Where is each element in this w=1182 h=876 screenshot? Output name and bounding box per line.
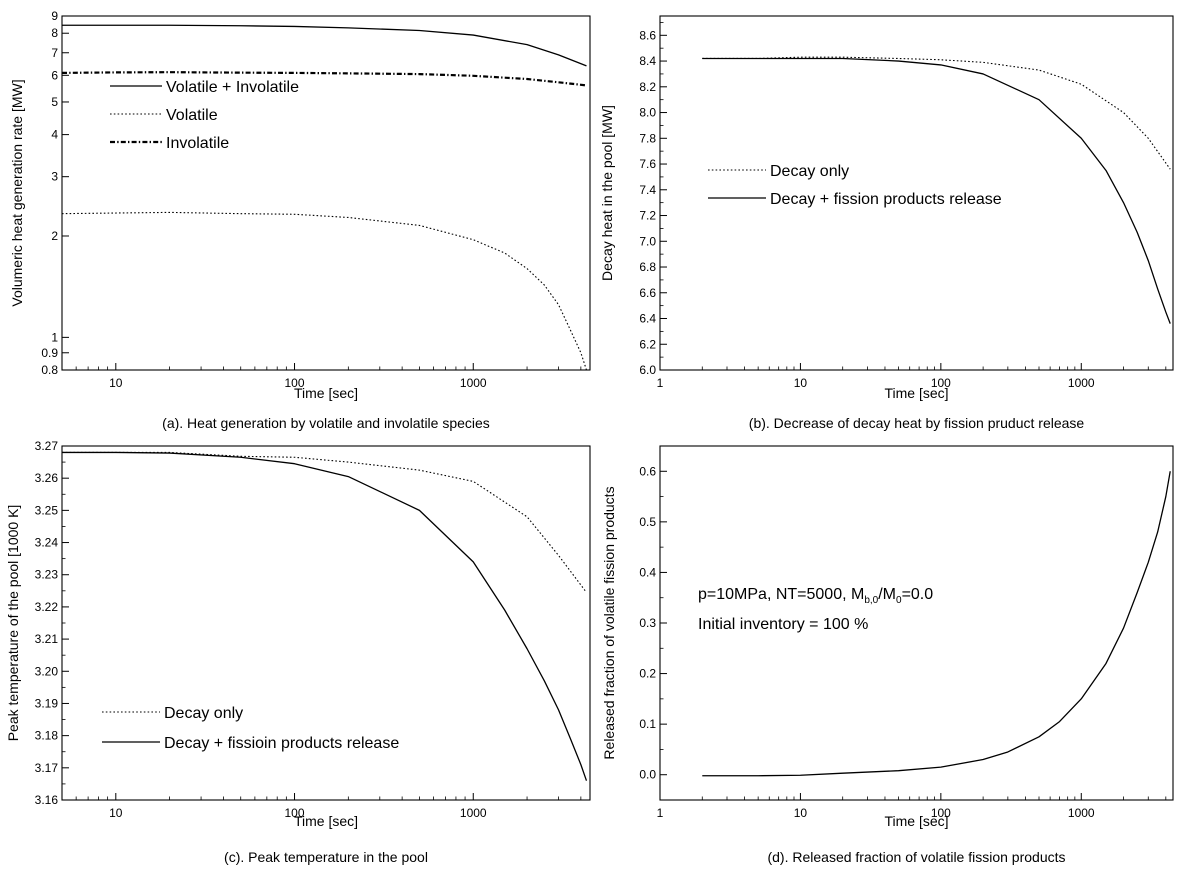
legend: Volatile + Involatile Volatile Involatile xyxy=(110,79,299,152)
x-tick-label: 10 xyxy=(794,806,808,820)
series-line xyxy=(62,451,588,781)
y-tick-label: 8.4 xyxy=(639,54,656,68)
series-line xyxy=(702,471,1171,777)
y-axis-label: Peak temperature of the pool [1000 K] xyxy=(5,505,21,742)
y-tick-label: 8 xyxy=(51,26,58,40)
y-tick-label: 0.2 xyxy=(639,667,656,681)
x-tick-label: 100 xyxy=(285,376,305,390)
annotation-inventory: Initial inventory = 100 % xyxy=(698,616,868,633)
y-tick-label: 6 xyxy=(51,68,58,82)
y-tick-label: 9 xyxy=(51,9,58,23)
y-axis-label: Decay heat in the pool [MW] xyxy=(599,105,615,281)
x-tick-label: 100 xyxy=(931,376,951,390)
y-tick-label: 6.0 xyxy=(639,363,656,377)
legend: Decay only Decay + fission products relea… xyxy=(708,163,1002,208)
y-tick-label: 0.4 xyxy=(639,565,656,579)
y-tick-label: 3.21 xyxy=(35,632,59,646)
y-tick-label: 6.2 xyxy=(639,337,656,351)
legend-label: Decay + fissioin products release xyxy=(164,735,399,752)
y-tick-label: 7.0 xyxy=(639,234,656,248)
legend-label: Decay only xyxy=(164,705,243,722)
x-tick-label: 1000 xyxy=(1068,806,1095,820)
annotation-parameters: p=10MPa, NT=5000, Mb,0/M0=0.0 xyxy=(698,586,933,606)
y-tick-label: 3 xyxy=(51,170,58,184)
series-line xyxy=(62,24,587,67)
x-tick-label: 10 xyxy=(794,376,808,390)
y-tick-label: 3.18 xyxy=(35,729,59,743)
y-tick-label: 7.4 xyxy=(639,183,656,197)
series-line xyxy=(62,211,587,370)
y-tick-label: 3.17 xyxy=(35,761,59,775)
legend-label: Involatile xyxy=(166,135,229,152)
y-tick-label: 0.1 xyxy=(639,717,656,731)
y-tick-label: 3.27 xyxy=(35,439,59,453)
x-axis-label: Time [sec] xyxy=(294,385,358,401)
x-tick-label: 1 xyxy=(657,376,664,390)
y-tick-label: 3.25 xyxy=(35,503,59,517)
x-axis-label: Time [sec] xyxy=(294,813,358,829)
x-tick-label: 10 xyxy=(109,376,123,390)
x-tick-label: 100 xyxy=(931,806,951,820)
x-tick-label: 1 xyxy=(657,806,664,820)
x-tick-label: 1000 xyxy=(1068,376,1095,390)
y-tick-label: 7.8 xyxy=(639,131,656,145)
chart-caption: (a). Heat generation by volatile and inv… xyxy=(162,415,490,431)
x-tick-label: 100 xyxy=(285,806,305,820)
legend: Decay only Decay + fissioin products rele… xyxy=(102,705,399,752)
y-tick-label: 0.0 xyxy=(639,768,656,782)
y-tick-label: 2 xyxy=(51,229,58,243)
chart-a: 10 100 1000 0.8 0.9 1 2 3 4 5 6 7 8 9 Time [sec] Volume… xyxy=(9,9,591,431)
legend-label: Decay only xyxy=(770,163,849,180)
y-tick-label: 0.8 xyxy=(41,363,58,377)
chart-d: 1 10 100 1000 0.0 0.1 0.2 0.3 0.4 0.5 0.6 Time [sec… xyxy=(601,445,1174,865)
y-tick-label: 0.9 xyxy=(41,346,58,360)
chart-caption: (d). Released fraction of volatile fissi… xyxy=(767,849,1065,865)
series-line xyxy=(62,71,587,87)
y-tick-label: 3.20 xyxy=(35,664,59,678)
y-tick-label: 8.0 xyxy=(639,106,656,120)
y-tick-label: 6.6 xyxy=(639,286,656,300)
y-tick-label: 1 xyxy=(51,330,58,344)
y-tick-label: 3.26 xyxy=(35,471,59,485)
y-axis-label: Released fraction of volatile fission pr… xyxy=(601,486,617,759)
y-tick-label: 0.3 xyxy=(639,616,656,630)
y-tick-label: 3.19 xyxy=(35,696,59,710)
y-axis-label: Volumeric heat generation rate [MW] xyxy=(9,79,25,306)
x-tick-label: 1000 xyxy=(460,806,487,820)
x-tick-label: 1000 xyxy=(460,376,487,390)
series-line xyxy=(62,451,587,593)
chart-b: 1 10 100 1000 6.0 6.2 6.4 6.6 6.8 7.0 7.2 7.4 7.6 7.8… xyxy=(599,15,1174,431)
y-tick-label: 8.2 xyxy=(639,80,656,94)
y-tick-label: 0.6 xyxy=(639,464,656,478)
y-tick-label: 4 xyxy=(51,128,58,142)
y-tick-label: 6.4 xyxy=(639,312,656,326)
x-axis-label: Time [sec] xyxy=(884,385,948,401)
chart-c: 10 100 1000 3.16 3.17 3.18 3.19 3.20 3.21 3.22 3.2… xyxy=(5,439,591,865)
chart-caption: (c). Peak temperature in the pool xyxy=(224,849,428,865)
y-tick-label: 5 xyxy=(51,95,58,109)
series-line xyxy=(702,56,1171,170)
y-tick-label: 3.22 xyxy=(35,600,59,614)
plot-frame xyxy=(659,15,1174,371)
y-tick-label: 8.6 xyxy=(639,28,656,42)
legend-label: Volatile + Involatile xyxy=(166,79,299,96)
y-tick-label: 3.24 xyxy=(35,536,59,550)
legend-label: Decay + fission products release xyxy=(770,191,1002,208)
y-tick-label: 6.8 xyxy=(639,260,656,274)
series-line xyxy=(702,57,1171,324)
y-tick-label: 7.6 xyxy=(639,157,656,171)
y-tick-label: 0.5 xyxy=(639,515,656,529)
y-tick-label: 7 xyxy=(51,46,58,60)
x-tick-label: 10 xyxy=(109,806,123,820)
plot-frame xyxy=(61,15,591,371)
y-tick-label: 3.23 xyxy=(35,568,59,582)
x-axis-label: Time [sec] xyxy=(884,813,948,829)
chart-caption: (b). Decrease of decay heat by fission p… xyxy=(749,415,1085,431)
y-tick-label: 7.2 xyxy=(639,209,656,223)
y-tick-label: 3.16 xyxy=(35,793,59,807)
legend-label: Volatile xyxy=(166,107,218,124)
